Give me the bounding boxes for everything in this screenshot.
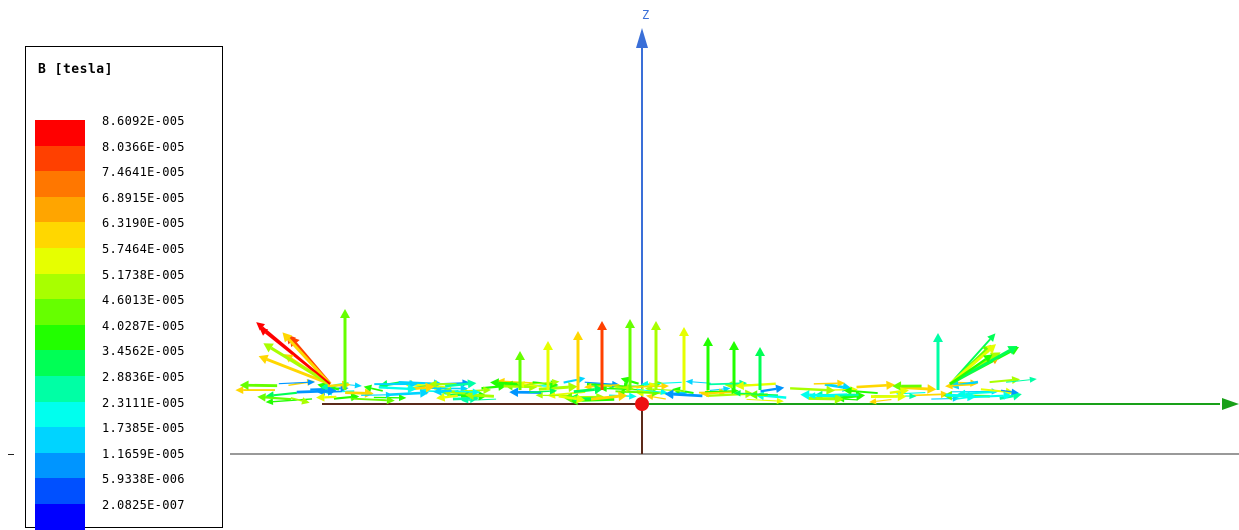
field-vector-head — [800, 390, 809, 400]
field-vector-head — [301, 397, 309, 404]
field-vector — [876, 400, 891, 402]
field-vector-head — [775, 385, 784, 393]
field-vector-head — [257, 393, 266, 402]
field-vector-head — [1030, 377, 1037, 383]
field-vector-head — [266, 398, 274, 405]
field-vector — [953, 385, 972, 386]
field-vector-head — [625, 319, 635, 328]
field-vector-head — [573, 331, 583, 340]
field-vector — [809, 398, 835, 399]
field-vector — [705, 391, 731, 392]
field-vector-head — [679, 327, 689, 336]
field-vector — [379, 387, 408, 388]
field-vector — [747, 399, 777, 401]
field-vector — [903, 393, 925, 394]
field-vector — [499, 383, 519, 384]
field-vector-head — [665, 389, 674, 399]
y-axis-arrowhead — [1222, 398, 1239, 410]
field-vector — [814, 383, 838, 384]
field-vector-head — [651, 321, 661, 330]
field-vector — [673, 394, 702, 396]
field-vector-head — [909, 393, 916, 399]
field-vector-head — [515, 351, 525, 360]
field-vectors — [235, 309, 1036, 405]
field-vector — [389, 393, 420, 395]
field-vector — [345, 393, 365, 394]
field-vector — [946, 395, 968, 396]
field-vector — [453, 398, 470, 399]
field-vector — [371, 388, 383, 391]
field-vector-head — [399, 394, 406, 401]
field-vector — [351, 399, 387, 401]
field-vector — [262, 327, 330, 384]
field-vector-head — [755, 347, 765, 356]
field-vector-head — [933, 333, 943, 342]
field-vector-head — [892, 381, 901, 391]
3d-viewport[interactable] — [0, 0, 1239, 513]
field-vector — [474, 395, 494, 396]
z-axis-arrowhead — [636, 28, 648, 48]
field-vector-head — [308, 379, 315, 385]
field-vector-head — [355, 382, 362, 388]
field-vector — [912, 394, 941, 395]
field-vector — [844, 399, 857, 400]
field-vector-head — [316, 393, 324, 402]
field-vector — [266, 397, 291, 399]
field-vector — [653, 397, 666, 399]
field-vector-head — [703, 337, 713, 346]
field-vector — [504, 386, 530, 387]
field-vector — [328, 385, 343, 386]
origin-marker — [635, 397, 649, 411]
field-vector-head — [340, 309, 350, 318]
field-vector-head — [468, 379, 477, 388]
field-vector — [761, 389, 777, 391]
field-vector — [445, 396, 458, 398]
field-vector — [441, 391, 451, 392]
field-vector — [790, 388, 826, 390]
field-vector — [274, 393, 297, 395]
field-vector — [297, 391, 328, 392]
field-vector — [564, 380, 578, 383]
field-vector-head — [543, 341, 553, 350]
field-vector-head — [597, 321, 607, 330]
field-vector-head — [1012, 376, 1020, 384]
field-vector-head — [729, 341, 739, 350]
field-vector — [334, 397, 351, 399]
z-axis-label: Z — [642, 8, 649, 22]
field-vector — [455, 391, 473, 392]
field-vector-head — [235, 386, 243, 394]
field-vector-head — [886, 381, 895, 390]
field-vector — [851, 391, 877, 393]
field-vector — [539, 387, 569, 389]
field-vector-head — [629, 393, 637, 400]
field-vector-head — [927, 384, 936, 394]
field-vector-head — [686, 379, 693, 385]
field-vector — [857, 385, 887, 387]
